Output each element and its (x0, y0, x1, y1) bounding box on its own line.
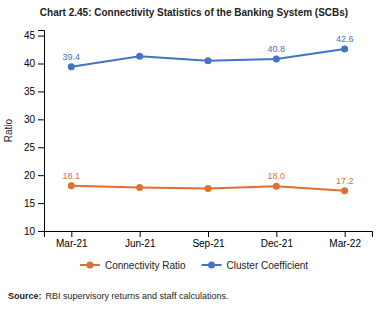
y-axis-line (38, 31, 45, 232)
x-tick-label: Jun-21 (125, 238, 156, 249)
x-tick-label: Dec-21 (261, 238, 294, 249)
data-label: 39.4 (63, 52, 81, 62)
y-tick: 40 (24, 58, 44, 69)
y-tick-label: 35 (24, 86, 36, 97)
y-axis-title: Ratio (3, 118, 14, 142)
y-tick-mark (38, 91, 44, 92)
source-label: Source: (8, 291, 42, 301)
x-tick: Jun-21 (125, 231, 156, 249)
chart: Chart 2.45: Connectivity Statistics of t… (0, 0, 388, 309)
y-tick-label: 45 (24, 30, 36, 41)
legend: Connectivity Ratio Cluster Coefficient (80, 260, 308, 271)
x-tick-label: Mar-22 (329, 238, 361, 249)
source: Source: RBI supervisory returns and staff… (8, 291, 228, 301)
point (205, 185, 212, 192)
point (273, 183, 280, 190)
x-tick-mark (71, 231, 72, 237)
point (341, 45, 348, 52)
data-labels: 18.1 18.0 17.2 39.4 40.8 42.6 (63, 34, 354, 186)
legend-marker (86, 262, 93, 269)
point (68, 182, 75, 189)
y-tick-label: 40 (24, 58, 36, 69)
point (68, 63, 75, 70)
x-tick-label: Sep-21 (192, 238, 225, 249)
y-tick: 10 (24, 226, 44, 237)
x-tick: Mar-21 (56, 231, 88, 249)
y-tick-label: 10 (24, 226, 36, 237)
x-tick: Mar-22 (329, 231, 361, 249)
data-label: 40.8 (268, 44, 286, 54)
y-tick-mark (38, 203, 44, 204)
x-tick-mark (140, 231, 141, 237)
y-tick-mark (38, 147, 44, 148)
y-tick: 20 (24, 170, 44, 181)
y-tick-label: 15 (24, 198, 36, 209)
legend-label: Cluster Coefficient (227, 260, 309, 271)
x-tick: Sep-21 (192, 231, 225, 249)
point (136, 184, 143, 191)
legend-item: Cluster Coefficient (202, 260, 309, 271)
data-label: 18.0 (268, 171, 286, 181)
y-tick-mark (38, 119, 44, 120)
y-tick-mark (38, 36, 44, 37)
point (136, 53, 143, 60)
title: Chart 2.45: Connectivity Statistics of t… (40, 7, 348, 18)
y-tick: 30 (24, 114, 44, 125)
data-label: 18.1 (63, 171, 81, 181)
y-tick: 35 (24, 86, 44, 97)
data-label: 42.6 (336, 34, 354, 44)
series (68, 45, 348, 70)
data-label: 17.2 (336, 176, 354, 186)
x-tick-mark (276, 231, 277, 237)
series (68, 182, 348, 194)
source-text: RBI supervisory returns and staff calcul… (46, 291, 229, 301)
x-tick-mark (345, 231, 346, 237)
y-tick-label: 25 (24, 142, 36, 153)
point (341, 187, 348, 194)
legend-label: Connectivity Ratio (105, 260, 186, 271)
y-tick: 45 (24, 30, 44, 41)
legend-marker (208, 262, 215, 269)
y-tick: 25 (24, 142, 44, 153)
y-tick-mark (38, 175, 44, 176)
plot: 10 15 20 25 30 35 40 45 Mar-21 Jun-21 Sep-21 Dec-21… (3, 30, 373, 249)
x-axis-line (45, 232, 373, 238)
y-tick: 15 (24, 198, 44, 209)
point (205, 57, 212, 64)
point (273, 56, 280, 63)
line (71, 49, 344, 67)
marks (68, 45, 348, 194)
y-axis: 10 15 20 25 30 35 40 45 (24, 30, 45, 236)
y-tick-label: 30 (24, 114, 36, 125)
x-axis: Mar-21 Jun-21 Sep-21 Dec-21 Mar-22 (45, 231, 373, 249)
x-tick-label: Mar-21 (56, 238, 88, 249)
y-tick-mark (38, 231, 44, 232)
y-tick-label: 20 (24, 170, 36, 181)
legend-item: Connectivity Ratio (80, 260, 186, 271)
y-tick-mark (38, 64, 44, 65)
x-tick: Dec-21 (261, 231, 294, 249)
x-tick-mark (208, 231, 209, 237)
